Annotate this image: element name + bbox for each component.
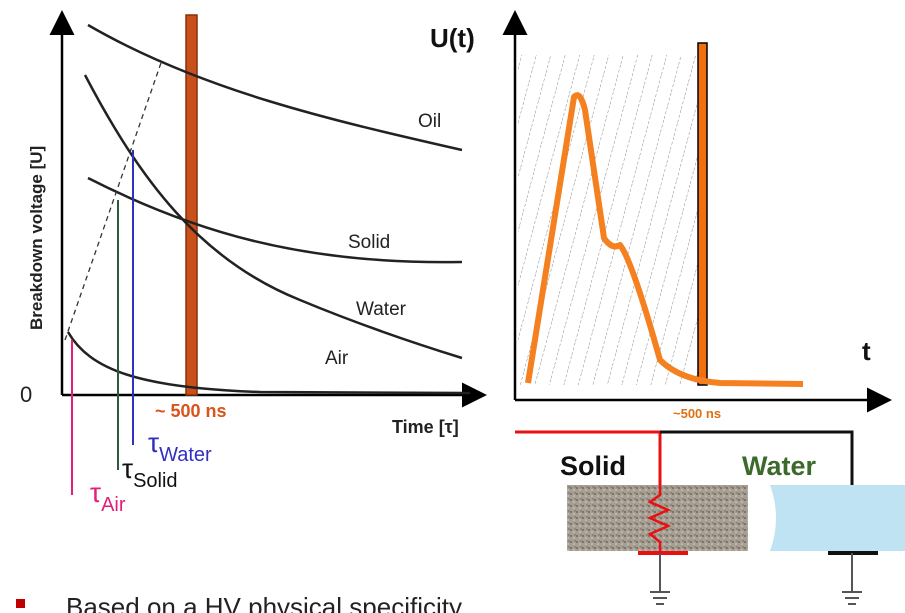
curve-label: Air — [325, 348, 349, 369]
water-block — [770, 485, 905, 551]
figure: Breakdown voltage [U] 0 Time [τ] Oil Sol… — [0, 0, 905, 613]
circuit: Solid Water — [515, 432, 905, 604]
solid-label: Solid — [560, 451, 626, 481]
y-axis-label: U(t) — [430, 23, 475, 53]
marker-bar — [698, 43, 707, 385]
curve-label: Oil — [418, 111, 441, 132]
x-axis-label: Time [τ] — [392, 417, 459, 437]
marker-label: ~ 500 ns — [155, 401, 227, 421]
tau-symbol: τ — [148, 427, 159, 458]
bullet-list: Based on a HV physical specificity — [16, 592, 462, 613]
right-panel: U(t) t ~500 ns — [430, 15, 887, 421]
y-axis-label: Breakdown voltage [U] — [27, 146, 46, 330]
marker-label: ~500 ns — [673, 406, 721, 421]
tau-subscript: Water — [159, 444, 212, 466]
tau-subscript: Solid — [133, 470, 177, 492]
tau-subscript: Air — [101, 494, 126, 516]
ground-symbol — [650, 553, 670, 604]
hatched-region — [518, 55, 700, 385]
x-axis-label: t — [862, 336, 871, 366]
curve-label: Solid — [348, 232, 390, 253]
tau-symbol: τ — [122, 453, 133, 484]
bullet-text: Based on a HV physical specificity — [66, 592, 462, 613]
curve-label: Water — [356, 299, 407, 320]
ground-symbol — [842, 553, 862, 604]
water-label: Water — [742, 451, 817, 481]
left-panel: Breakdown voltage [U] 0 Time [τ] Oil Sol… — [10, 10, 490, 516]
bullet-marker — [16, 599, 25, 608]
page: Breakdown voltage [U] 0 Time [τ] Oil Sol… — [0, 0, 905, 613]
origin-label: 0 — [20, 382, 32, 407]
tau-symbol: τ — [90, 477, 101, 508]
